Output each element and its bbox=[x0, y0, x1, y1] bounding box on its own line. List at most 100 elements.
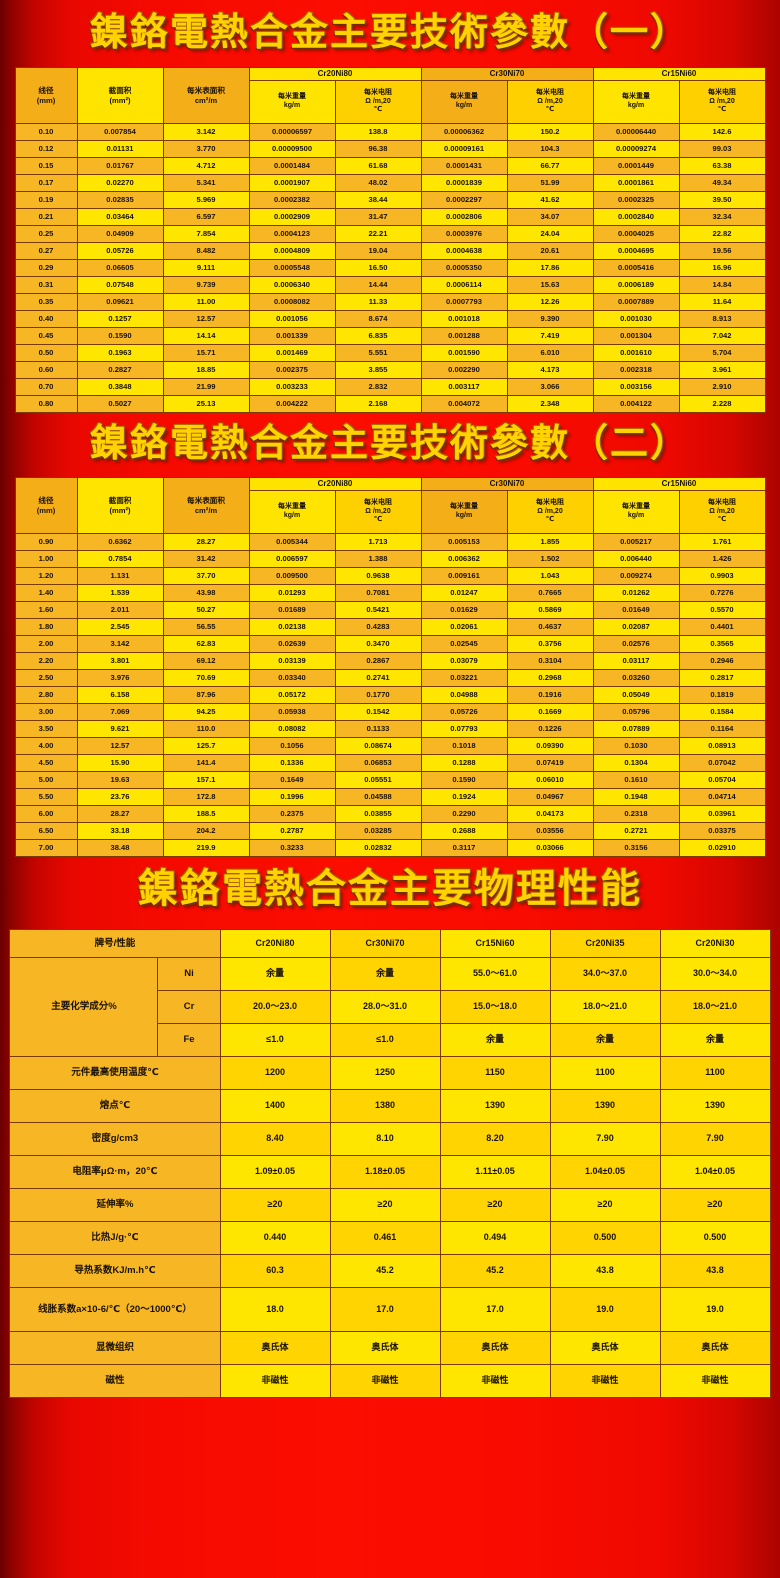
table-cell: 0.001030 bbox=[592, 310, 680, 328]
table-row: 0.35 0.09621 11.00 0.0008082 11.33 0.0007793 1… bbox=[14, 293, 766, 311]
table-cell: 1390 bbox=[659, 1089, 771, 1123]
table-cell: ≤1.0 bbox=[219, 1023, 331, 1057]
table-row: 0.29 0.06605 9.111 0.0005548 16.50 0.0005350 1… bbox=[14, 259, 766, 277]
table-cell: 余量 bbox=[549, 1023, 661, 1057]
table-cell: 19.56 bbox=[678, 242, 766, 260]
table-cell: 1.043 bbox=[506, 567, 594, 585]
table-row: 元件最高使用温度℃ 1200 1250 1150 1100 1100 bbox=[9, 1056, 771, 1090]
table-cell: 0.2318 bbox=[592, 805, 680, 823]
table-cell: 17.0 bbox=[439, 1287, 551, 1332]
table-row: 2.00 3.142 62.83 0.02639 0.3470 0.02545 0.3756… bbox=[14, 635, 766, 653]
table-cell: 0.2827 bbox=[76, 361, 164, 379]
table-row: 7.00 38.48 219.9 0.3233 0.02832 0.3117 0.03066… bbox=[14, 839, 766, 857]
table-cell: 0.07548 bbox=[76, 276, 164, 294]
table-cell: 18.0～21.0 bbox=[659, 990, 771, 1024]
table-cell: 0.02835 bbox=[76, 191, 164, 209]
table-cell: 33.18 bbox=[76, 822, 164, 840]
table-cell: 17.86 bbox=[506, 259, 594, 277]
table-cell: 0.2787 bbox=[248, 822, 336, 840]
table-header-sub-row: 每米重量 kg/m 每米电阻 Ω /m,20 ℃ 每米重量 kg/m 每米电阻 Ω /m,20 ℃… bbox=[15, 80, 766, 124]
table-cell: 0.3470 bbox=[334, 635, 422, 653]
table-cell: 非磁性 bbox=[219, 1364, 331, 1398]
table-row: 0.25 0.04909 7.854 0.0004123 22.21 0.0003976 2… bbox=[14, 225, 766, 243]
header-resistance-per-meter: 每米电阻 Ω /m,20 ℃ bbox=[506, 490, 594, 534]
table-cell: 0.3117 bbox=[420, 839, 508, 857]
table-cell: 125.7 bbox=[162, 737, 250, 755]
table-cell: 0.05172 bbox=[248, 686, 336, 704]
table-cell: 0.07889 bbox=[592, 720, 680, 738]
table-cell: 0.002290 bbox=[420, 361, 508, 379]
table-cell: 0.02576 bbox=[592, 635, 680, 653]
table-cell: 0.07419 bbox=[506, 754, 594, 772]
table-cell: 0.03066 bbox=[506, 839, 594, 857]
table-cell: 6.158 bbox=[76, 686, 164, 704]
table-cell: 0.0001484 bbox=[248, 157, 336, 175]
table-cell: 0.3156 bbox=[592, 839, 680, 857]
table-cell: 0.3104 bbox=[506, 652, 594, 670]
table-cell: 0.2375 bbox=[248, 805, 336, 823]
table-cell: 3.142 bbox=[162, 123, 250, 141]
table-cell: 22.21 bbox=[334, 225, 422, 243]
table-cell: 0.005217 bbox=[592, 533, 680, 551]
table-cell: 21.99 bbox=[162, 378, 250, 396]
table-cell: 0.08913 bbox=[678, 737, 766, 755]
table-cell: 0.500 bbox=[659, 1221, 771, 1255]
table-cell: 7.042 bbox=[678, 327, 766, 345]
table-cell: 0.5421 bbox=[334, 601, 422, 619]
table-cell: 56.55 bbox=[162, 618, 250, 636]
table-cell: 非磁性 bbox=[659, 1364, 771, 1398]
table-cell: 0.02639 bbox=[248, 635, 336, 653]
table-cell: 0.0006189 bbox=[592, 276, 680, 294]
props-row-label: 电阻率μΩ·m，20℃ bbox=[9, 1155, 221, 1189]
table-cell: 157.1 bbox=[162, 771, 250, 789]
table-cell: 1100 bbox=[549, 1056, 661, 1090]
table-cell: 0.09621 bbox=[76, 293, 164, 311]
table-cell: 2.228 bbox=[678, 395, 766, 413]
table-cell: 0.01649 bbox=[592, 601, 680, 619]
table-cell: 0.0002909 bbox=[248, 208, 336, 226]
table-cell: 余量 bbox=[659, 1023, 771, 1057]
table-row: 0.40 0.1257 12.57 0.001056 8.674 0.001018 9.39… bbox=[14, 310, 766, 328]
table-cell: 45.2 bbox=[439, 1254, 551, 1288]
table-cell: 非磁性 bbox=[549, 1364, 661, 1398]
props-column-header: Cr20Ni35 bbox=[549, 929, 661, 958]
table-cell: 0.0007889 bbox=[592, 293, 680, 311]
table-cell: 0.461 bbox=[329, 1221, 441, 1255]
props-row-label: 线胀系数a×10-6/℃（20～1000℃） bbox=[9, 1287, 221, 1332]
table-row: 1.00 0.7854 31.42 0.006597 1.388 0.006362 1.50… bbox=[14, 550, 766, 568]
table-cell: 0.00006440 bbox=[592, 123, 680, 141]
table-cell: 0.0002325 bbox=[592, 191, 680, 209]
table-cell: 19.0 bbox=[549, 1287, 661, 1332]
table-cell: 1.18±0.05 bbox=[329, 1155, 441, 1189]
table-cell: 非磁性 bbox=[329, 1364, 441, 1398]
table-cell: 31.47 bbox=[334, 208, 422, 226]
table-cell: 1.761 bbox=[678, 533, 766, 551]
table-cell: 50.27 bbox=[162, 601, 250, 619]
table-cell: 43.8 bbox=[549, 1254, 661, 1288]
header-area: 截面积 (mm²) bbox=[76, 477, 164, 534]
table-cell: 奥氏体 bbox=[329, 1331, 441, 1365]
table-cell: 0.01689 bbox=[248, 601, 336, 619]
table-row: 0.45 0.1590 14.14 0.001339 6.835 0.001288 7.41… bbox=[14, 327, 766, 345]
table-cell: 2.20 bbox=[14, 652, 78, 670]
table-cell: 0.001590 bbox=[420, 344, 508, 362]
table-cell: 204.2 bbox=[162, 822, 250, 840]
props-corner-label: 牌号/性能 bbox=[9, 929, 221, 958]
table-cell: 6.010 bbox=[506, 344, 594, 362]
table-cell: 0.006597 bbox=[248, 550, 336, 568]
table-cell: 0.2290 bbox=[420, 805, 508, 823]
table-cell: 8.40 bbox=[219, 1122, 331, 1156]
table-cell: 0.00006362 bbox=[420, 123, 508, 141]
table-cell: 7.419 bbox=[506, 327, 594, 345]
table-cell: 0.09390 bbox=[506, 737, 594, 755]
table-cell: 142.6 bbox=[678, 123, 766, 141]
table-cell: 0.009161 bbox=[420, 567, 508, 585]
table-cell: 2.50 bbox=[14, 669, 78, 687]
table-cell: 38.44 bbox=[334, 191, 422, 209]
table-row: 0.80 0.5027 25.13 0.004222 2.168 0.004072 2.34… bbox=[14, 395, 766, 413]
page-title-3: 鎳鉻電熱合金主要物理性能 bbox=[138, 865, 642, 912]
table-row: 1.40 1.539 43.98 0.01293 0.7081 0.01247 0.7665… bbox=[14, 584, 766, 602]
table-row: 线胀系数a×10-6/℃（20～1000℃） 18.0 17.0 17.0 19.0 19… bbox=[9, 1287, 771, 1332]
table-cell: 24.04 bbox=[506, 225, 594, 243]
